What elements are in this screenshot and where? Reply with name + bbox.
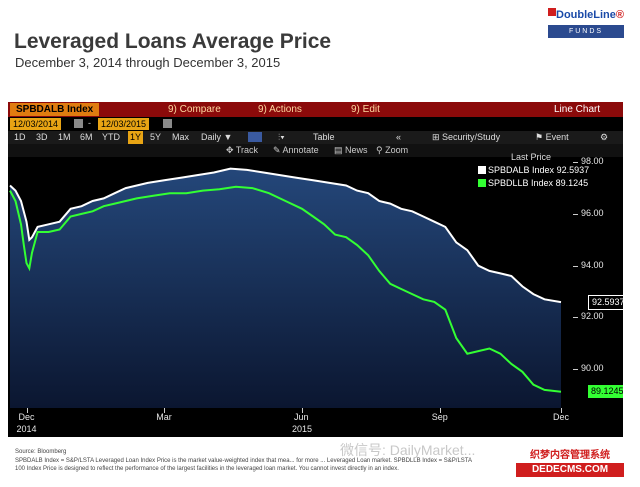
legend-item-spbdalb: SPBDALB Index 92.5937 xyxy=(478,165,589,175)
period-3d[interactable]: 3D xyxy=(36,132,48,142)
ticker-field[interactable]: SPBDALB Index xyxy=(10,103,100,116)
calendar-icon[interactable] xyxy=(163,119,172,128)
end-date-input[interactable]: 12/03/2015 xyxy=(98,118,150,130)
last-value-tag-spbdalb: 92.5937 xyxy=(588,295,623,311)
terminal-header-bar: SPBDALB Index 9) Compare 9) Actions 9) E… xyxy=(8,102,623,117)
collapse-icon[interactable]: « xyxy=(396,132,402,142)
y-tick-label: 92.00 xyxy=(581,311,604,322)
date-range-dash: - xyxy=(88,118,91,128)
period-toolbar: 1D 3D 1M 6M YTD 1Y 5Y Max Daily ▼ ⫶▾ Tab… xyxy=(8,131,623,144)
period-1y[interactable]: 1Y xyxy=(128,131,144,144)
y-tick-mark xyxy=(573,265,578,267)
period-1d[interactable]: 1D xyxy=(14,132,26,142)
legend-swatch xyxy=(478,179,486,187)
annotate-button[interactable]: ✎ Annotate xyxy=(273,145,319,155)
x-tick-label: Mar xyxy=(156,412,172,422)
y-tick-mark xyxy=(573,369,578,371)
x-tick-label: Dec xyxy=(18,412,35,422)
series-fill xyxy=(10,168,561,408)
dedecms-badge: 织梦内容管理系统 DEDECMS.COM xyxy=(516,449,624,477)
price-chart xyxy=(8,157,573,408)
zoom-button[interactable]: ⚲ Zoom xyxy=(376,145,409,155)
x-tick-mark xyxy=(26,408,28,413)
y-tick-label: 98.00 xyxy=(581,156,604,167)
period-ytd[interactable]: YTD xyxy=(102,132,120,142)
date-range-bar: 12/03/2014 - 12/03/2015 xyxy=(8,117,623,131)
x-tick-mark xyxy=(164,408,166,413)
x-tick-mark xyxy=(439,408,441,413)
footer-source: Source: Bloomberg xyxy=(15,449,67,455)
x-tick-label: Jun xyxy=(294,412,309,422)
edit-menu[interactable]: 9) Edit xyxy=(351,104,380,115)
footer-note-2: 100 Index Price is designed to reflect t… xyxy=(15,466,399,472)
news-button[interactable]: ▤ News xyxy=(334,145,368,155)
actions-menu[interactable]: 9) Actions xyxy=(258,104,302,115)
x-tick-mark xyxy=(561,408,562,413)
legend-swatch xyxy=(478,166,486,174)
series-line-spbdllb xyxy=(9,185,562,393)
x-tick-label: Sep xyxy=(431,412,448,422)
slide-title: Leveraged Loans Average Price xyxy=(14,30,332,53)
y-tick-mark xyxy=(573,162,578,164)
badge-top: 织梦内容管理系统 xyxy=(516,449,624,463)
footer-note-1: SPBDALB Index = S&P/LSTA Leveraged Loan … xyxy=(15,458,473,464)
doubleline-logo: DoubleLine® FUNDS xyxy=(548,8,624,40)
period-1m[interactable]: 1M xyxy=(58,132,71,142)
x-tick-year: 2015 xyxy=(292,424,313,434)
start-date-input[interactable]: 12/03/2014 xyxy=(10,118,62,130)
x-tick-year: 2014 xyxy=(16,424,37,434)
security-study-button[interactable]: ⊞ Security/Study xyxy=(432,132,501,142)
legend-item-spbdllb: SPBDLLB Index 89.1245 xyxy=(478,178,588,188)
chart-type-label: Line Chart xyxy=(554,104,601,115)
y-tick-mark xyxy=(573,213,578,215)
logo-accent xyxy=(548,8,556,16)
y-tick-mark xyxy=(573,317,578,319)
badge-bottom: DEDECMS.COM xyxy=(516,463,624,477)
y-tick-label: 94.00 xyxy=(581,259,604,270)
y-tick-label: 96.00 xyxy=(581,207,604,218)
period-max[interactable]: Max xyxy=(172,132,190,142)
logo-sub: FUNDS xyxy=(548,25,624,38)
x-axis: Dec 2014 Mar Jun 2015 Sep Dec xyxy=(8,408,623,437)
line-chart-icon[interactable] xyxy=(248,132,262,142)
frequency-select[interactable]: Daily ▼ xyxy=(201,132,233,142)
bloomberg-terminal: SPBDALB Index 9) Compare 9) Actions 9) E… xyxy=(8,102,623,437)
period-6m[interactable]: 6M xyxy=(80,132,93,142)
x-tick-label: Dec xyxy=(553,412,570,422)
table-button[interactable]: Table xyxy=(313,132,335,142)
bar-style-icon[interactable]: ⫶▾ xyxy=(278,132,285,142)
y-axis: 98.00 96.00 94.00 92.00 90.00 xyxy=(573,156,623,408)
logo-name: DoubleLine® xyxy=(556,9,624,21)
track-button[interactable]: ✥ Track xyxy=(226,145,259,155)
slide-subtitle: December 3, 2014 through December 3, 201… xyxy=(15,55,281,70)
period-5y[interactable]: 5Y xyxy=(150,132,162,142)
series-line-spbdalb xyxy=(9,167,562,304)
calendar-icon[interactable] xyxy=(74,119,83,128)
y-tick-label: 90.00 xyxy=(581,363,604,374)
compare-menu[interactable]: 9) Compare xyxy=(168,104,221,115)
legend: Last Price SPBDALB Index 92.5937 SPBDLLB… xyxy=(476,150,589,194)
wechat-watermark: 微信号: DailyMarket... xyxy=(340,442,476,458)
legend-title: Last Price xyxy=(511,152,552,162)
gear-icon[interactable]: ⚙ xyxy=(600,132,609,142)
last-value-tag-spbdllb: 89.1245 xyxy=(588,384,623,398)
event-button[interactable]: ⚑ Event xyxy=(535,132,569,142)
x-tick-mark xyxy=(302,408,304,413)
chart-tools-bar: ✥ Track ✎ Annotate ▤ News ⚲ Zoom xyxy=(8,144,623,157)
